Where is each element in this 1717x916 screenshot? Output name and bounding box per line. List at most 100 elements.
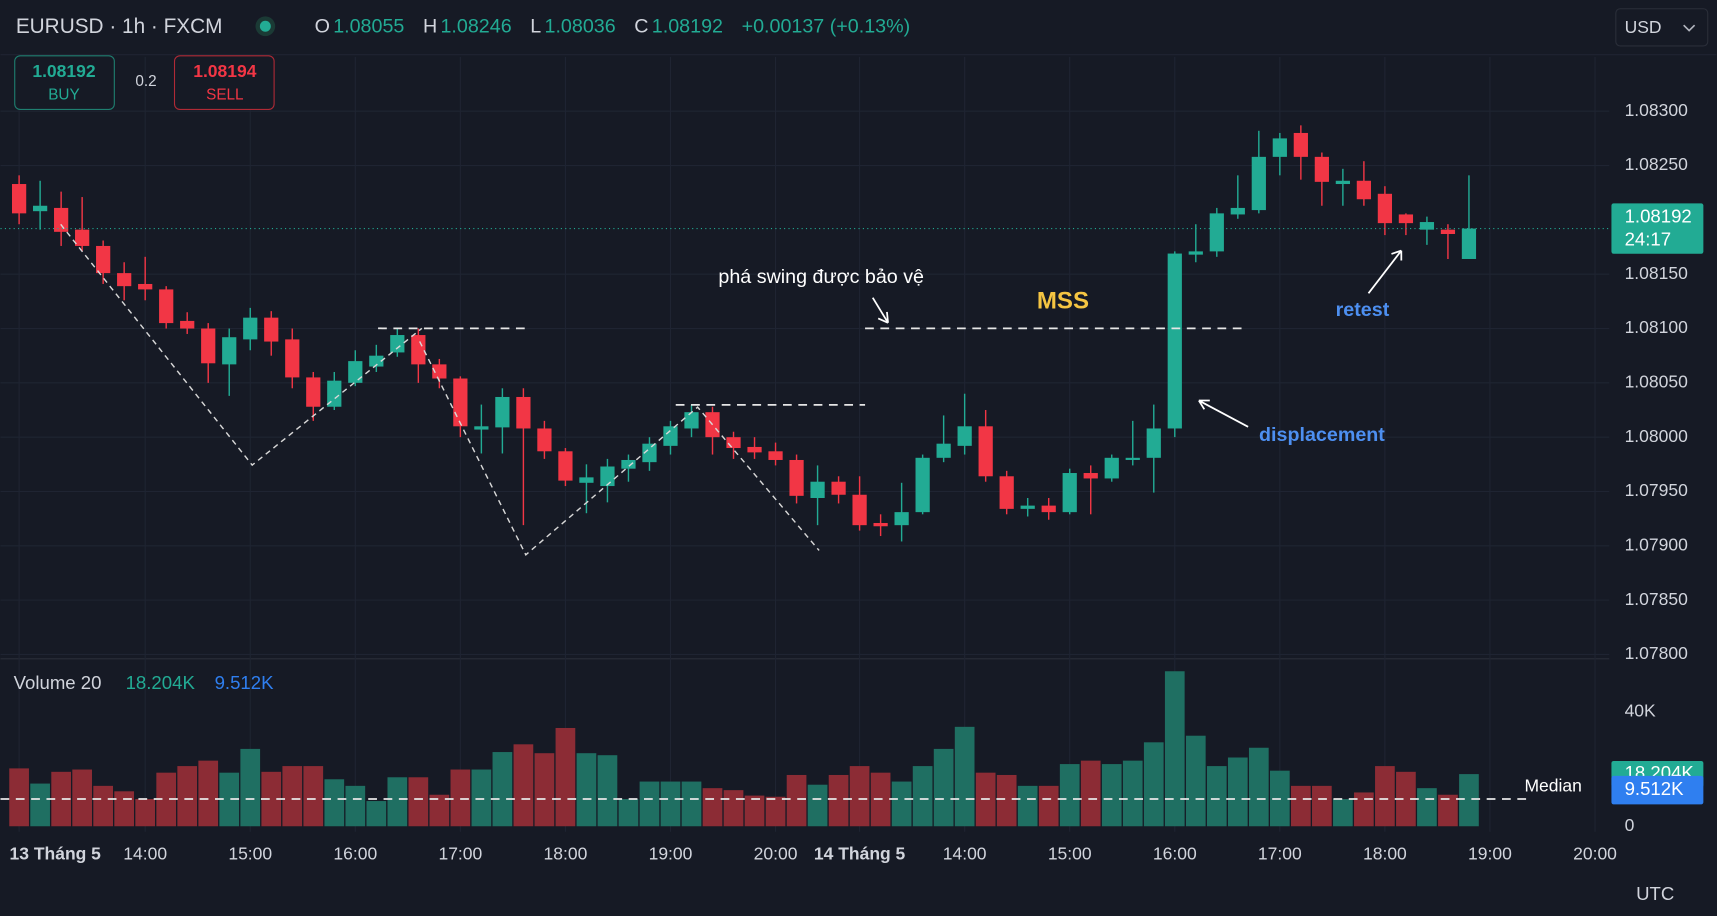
- candle-body: [369, 355, 384, 367]
- volume-bar: [723, 790, 744, 827]
- timezone: UTC: [1636, 883, 1674, 904]
- candle-body: [1167, 253, 1182, 429]
- volume-bar: [429, 794, 450, 827]
- volume-bar: [1459, 774, 1479, 827]
- ohlc-value: 1.08192: [652, 16, 723, 38]
- volume-bar: [1017, 785, 1038, 827]
- volume-bar: [597, 755, 618, 827]
- x-tick-label: 16:00: [1153, 843, 1197, 863]
- countdown: 24:17: [1625, 229, 1672, 250]
- candle-body: [873, 522, 888, 527]
- volume-bar: [198, 760, 219, 827]
- y-tick-label: 0: [1625, 815, 1635, 835]
- annotation: phá swing được bảo vệ: [718, 266, 924, 288]
- volume-bar: [534, 753, 555, 827]
- x-tick-label: 18:00: [1363, 843, 1407, 863]
- candle-body: [474, 426, 489, 430]
- volume-bar: [303, 766, 324, 827]
- y-tick-label: 1.08100: [1625, 317, 1689, 337]
- volume-bar: [1122, 760, 1143, 827]
- volume-bar: [387, 777, 408, 827]
- candle-body: [1209, 213, 1224, 252]
- volume-bar: [1291, 785, 1311, 827]
- ohlc-label: H: [423, 16, 437, 38]
- candle-body: [390, 335, 405, 353]
- volume-bar: [1206, 766, 1227, 827]
- median-name: Median: [1524, 775, 1581, 795]
- arrow: [871, 297, 889, 324]
- candle-body: [1125, 457, 1140, 460]
- volume-bar: [72, 769, 92, 827]
- volume-bar: [450, 769, 471, 827]
- candle-body: [222, 337, 237, 365]
- ohlc-value: 1.08036: [545, 16, 616, 38]
- median-tag: [1611, 775, 1704, 805]
- candle-body: [1083, 473, 1098, 479]
- ohlc-label: L: [530, 16, 541, 38]
- sell-button[interactable]: [173, 55, 275, 110]
- volume-bar: [1101, 764, 1122, 827]
- volume-bar: [954, 726, 975, 827]
- ohlc: O 1.08055 H 1.08246 L 1.08036 C 1.08192 +0.0…: [315, 16, 911, 38]
- candle-body: [1461, 228, 1477, 259]
- x-tick-label: 17:00: [438, 843, 482, 863]
- currency: USD: [1625, 17, 1662, 37]
- candle-body: [96, 245, 111, 274]
- candle-body: [180, 320, 195, 329]
- median-tag-label: 9.512K: [1625, 778, 1685, 799]
- y-tick-label: 1.08300: [1625, 100, 1689, 120]
- volume-bar: [282, 766, 303, 827]
- candle-body: [432, 364, 447, 379]
- candle-body: [11, 184, 27, 214]
- buy-button[interactable]: [14, 55, 115, 110]
- volume-bar: [93, 785, 114, 827]
- spread: 0.2: [135, 73, 156, 90]
- arrow: [1198, 399, 1249, 428]
- candle-body: [1377, 193, 1393, 224]
- candle-body: [957, 426, 972, 446]
- volume-bar: [702, 788, 723, 827]
- volume-bar: [1059, 764, 1080, 827]
- x-tick-label: 15:00: [1048, 843, 1092, 863]
- currency-select[interactable]: [1615, 8, 1709, 47]
- volume-bar: [807, 784, 828, 827]
- x-tick-label: 20:00: [1573, 843, 1617, 863]
- volume-bar: [492, 752, 513, 827]
- candle-body: [1020, 505, 1035, 509]
- volume-bar: [1438, 794, 1458, 827]
- candle-body: [789, 459, 804, 496]
- x-tick-label: 15:00: [228, 843, 272, 863]
- candle-body: [243, 317, 258, 340]
- volume-bar: [1248, 747, 1269, 827]
- volume-bar: [639, 781, 660, 827]
- candle-body: [537, 428, 552, 452]
- volume-bar: [1396, 771, 1416, 827]
- annotation: MSS: [1037, 287, 1089, 314]
- candle-body: [1335, 180, 1350, 185]
- volume-bar: [1185, 735, 1206, 827]
- volume-bar: [618, 799, 639, 827]
- candle-body: [1104, 457, 1119, 479]
- sell-price: 1.08194: [193, 61, 257, 81]
- candle-body: [1230, 207, 1245, 215]
- volume-bar: [51, 771, 71, 827]
- volume-bar: [177, 766, 198, 827]
- candle-body: [516, 396, 531, 429]
- candle-body: [54, 207, 69, 232]
- volume-bar: [1164, 671, 1185, 827]
- candle-body: [621, 459, 636, 469]
- candle-body: [1314, 156, 1329, 182]
- volume-bar: [261, 771, 282, 827]
- status-dot: [259, 20, 271, 32]
- candle-body: [642, 443, 657, 463]
- volume-bar: [1038, 785, 1059, 827]
- candle-body: [1146, 428, 1161, 458]
- candle-body: [684, 412, 699, 429]
- x-tick-label: 19:00: [649, 843, 693, 863]
- x-tick-label: 14:00: [123, 843, 167, 863]
- y-tick-label: 40K: [1625, 700, 1656, 720]
- annotation: retest: [1336, 299, 1390, 321]
- candle-body: [894, 512, 909, 526]
- candle-body: [978, 426, 993, 477]
